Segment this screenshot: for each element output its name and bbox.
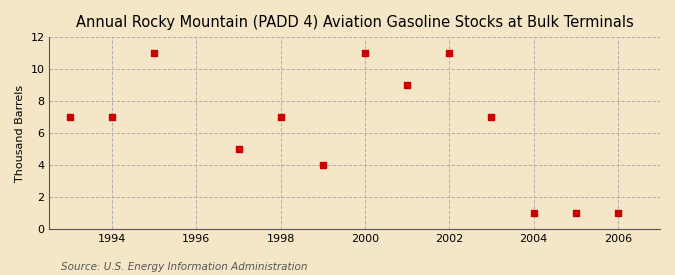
Point — [528, 211, 539, 216]
Point — [360, 51, 371, 55]
Point — [444, 51, 455, 55]
Point — [148, 51, 159, 55]
Point — [233, 147, 244, 151]
Point — [612, 211, 623, 216]
Point — [65, 115, 76, 119]
Text: Source: U.S. Energy Information Administration: Source: U.S. Energy Information Administ… — [61, 262, 307, 272]
Point — [317, 163, 328, 167]
Point — [570, 211, 581, 216]
Y-axis label: Thousand Barrels: Thousand Barrels — [15, 84, 25, 182]
Point — [486, 115, 497, 119]
Point — [275, 115, 286, 119]
Title: Annual Rocky Mountain (PADD 4) Aviation Gasoline Stocks at Bulk Terminals: Annual Rocky Mountain (PADD 4) Aviation … — [76, 15, 633, 30]
Point — [402, 83, 412, 87]
Point — [107, 115, 117, 119]
